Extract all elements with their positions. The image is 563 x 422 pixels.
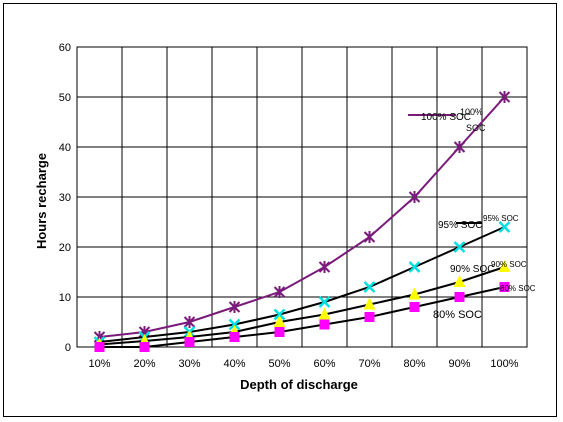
data-point [453,241,466,253]
y-tick-label: 60 [59,42,71,54]
data-point [453,141,466,153]
data-point [499,282,510,292]
series-group [93,91,511,352]
x-tick-labels: 10% 20% 30% 40% 50% 60% 70% 80% 90% 100% [88,358,518,370]
line-chart: 0 10 20 30 40 50 60 10% 20% 30% 40% 50% 60% 70% 80% 90… [34,42,536,392]
x-stroke [408,261,421,273]
x-stroke [318,296,331,308]
data-point [453,275,466,287]
x-tick-label: 100% [490,358,518,370]
data-point [364,312,375,322]
x-tick-label: 80% [403,358,425,370]
annotation-90-soc: 90% SOC [450,264,494,275]
x-tick-label: 70% [358,358,380,370]
y-tick-label: 40 [59,142,71,154]
annotation-80-soc: 80% SOC [433,309,482,321]
series-line [99,96,506,338]
chart-frame: 0 10 20 30 40 50 60 10% 20% 30% 40% 50% 60% 70% 80% 90… [3,3,557,417]
data-point [409,302,420,312]
annotation-95-soc: 95% SOC [438,220,482,231]
annotation-100-soc-2: SOC [466,123,486,133]
y-tick-label: 30 [59,192,71,204]
x-stroke [228,318,241,331]
annotation-95-soc-2: 95% SOC [483,214,519,223]
x-tick-label: 20% [133,358,155,370]
data-point [408,261,421,273]
plot-border [76,46,528,348]
x-stroke [498,221,511,233]
y-tick-label: 0 [65,342,71,354]
data-point [183,316,196,328]
data-point [273,286,286,298]
data-point [228,301,241,313]
data-point [363,281,376,293]
series-line [99,286,505,348]
data-point [184,337,195,347]
x-tick-label: 30% [178,358,200,370]
y-tick-label: 10 [59,292,71,304]
x-stroke [453,241,466,253]
data-point [363,297,376,310]
plot-area [76,46,528,348]
annotation-80-soc-2: 80% SOC [500,284,536,293]
annotation-100-soc: 100% SOC [421,112,471,123]
data-point [318,261,331,273]
x-axis-title: Depth of discharge [240,377,358,392]
x-tick-label: 90% [448,358,470,370]
x-tick-label: 10% [88,358,110,370]
y-axis-title: Hours recharge [34,153,49,249]
y-tick-label: 50 [59,92,71,104]
data-point [318,296,331,308]
data-point [408,287,421,300]
x-stroke [363,281,376,293]
data-point [498,260,511,272]
annotation-90-soc-2: 90% SOC [491,260,527,269]
data-point [363,231,376,243]
data-point [229,332,240,342]
x-tick-label: 50% [268,358,290,370]
data-point [274,327,285,337]
data-point [139,342,150,352]
data-point [498,221,511,233]
x-tick-label: 60% [313,358,335,370]
series-line [99,266,505,346]
annotation-100-pct: 100% [460,107,483,117]
y-tick-labels: 0 10 20 30 40 50 60 [59,42,71,354]
y-tick-label: 20 [59,242,71,254]
data-point [94,342,105,352]
data-point [318,307,331,320]
x-tick-label: 40% [223,358,245,370]
data-point [228,318,241,331]
data-point [273,315,286,327]
data-point [498,91,511,103]
data-point [454,292,465,302]
data-point [273,308,286,321]
series-95-soc [93,221,511,348]
data-point [319,319,330,330]
x-stroke [273,308,286,321]
series-line [99,226,505,343]
series-80-soc [94,282,510,352]
data-point [408,191,421,203]
